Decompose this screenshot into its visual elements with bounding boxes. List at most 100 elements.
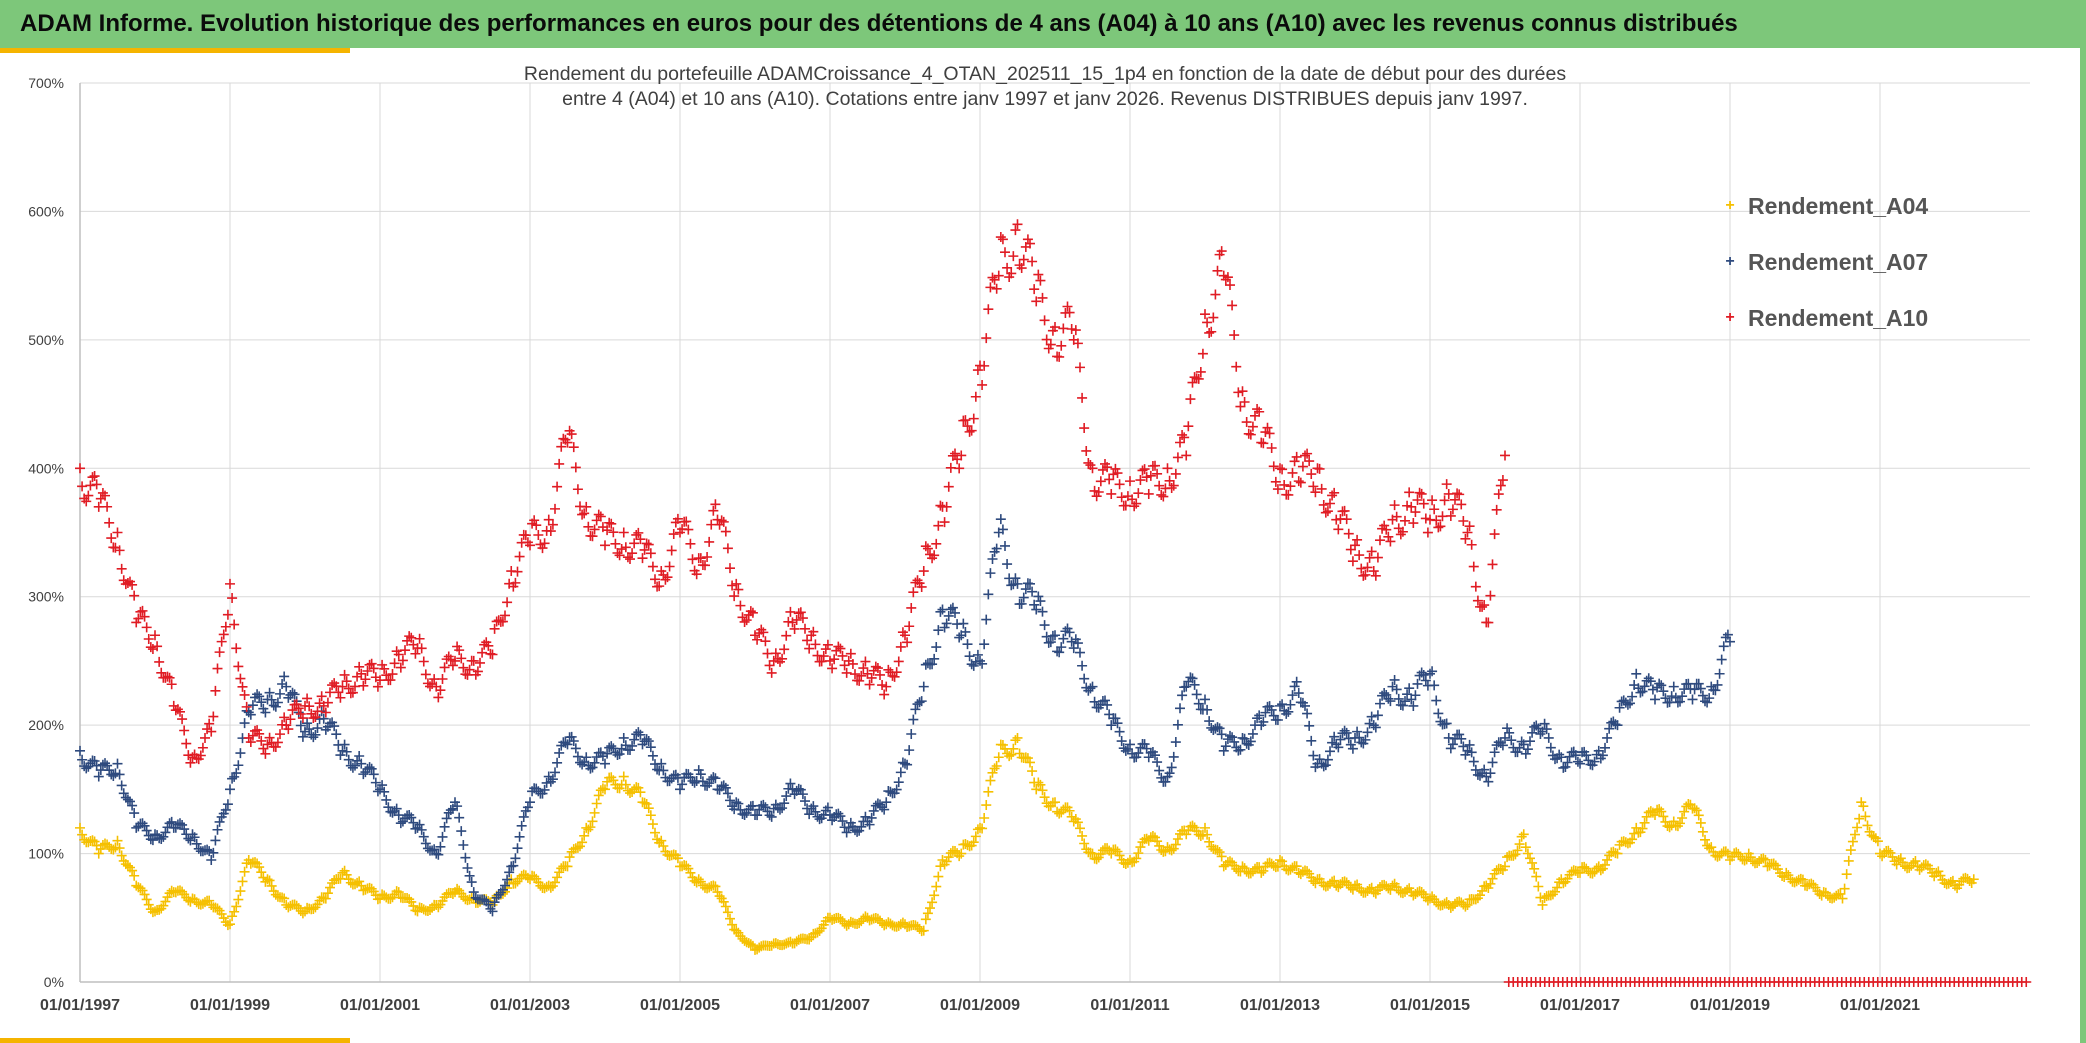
rendement-a10-point bbox=[860, 656, 871, 667]
rendement-a07-point bbox=[175, 818, 185, 829]
rendement-a04-point bbox=[237, 876, 248, 887]
rendement-a07-point bbox=[243, 707, 254, 718]
rendement-a10-point bbox=[1452, 488, 1463, 499]
rendement-a10-point bbox=[1272, 484, 1283, 495]
rendement-a10-point bbox=[904, 621, 915, 632]
rendement-a10-point bbox=[1193, 373, 1204, 384]
rendement-a07-point bbox=[339, 739, 350, 750]
rendement-a10-point bbox=[235, 673, 246, 684]
rendement-a10-point bbox=[106, 533, 117, 544]
rendement-a10-point bbox=[214, 647, 225, 658]
rendement-a07-point bbox=[1360, 734, 1371, 745]
rendement-a10-point bbox=[627, 548, 638, 559]
rendement-a10-point bbox=[447, 660, 458, 671]
rendement-a07-point bbox=[570, 743, 581, 754]
legend-label-a07: Rendement_A07 bbox=[1748, 248, 1929, 275]
rendement-a07-point bbox=[1291, 676, 1302, 687]
rendement-a04-point bbox=[1677, 813, 1688, 824]
rendement-a07-point bbox=[1356, 737, 1367, 748]
rendement-a07-point bbox=[641, 734, 652, 745]
rendement-a10-point bbox=[218, 629, 229, 640]
rendement-a04-point bbox=[722, 907, 733, 918]
rendement-a10-point bbox=[500, 610, 510, 621]
rendement-a04-point bbox=[929, 890, 940, 901]
y-tick-label: 500% bbox=[28, 332, 64, 348]
rendement-a07-point bbox=[1166, 762, 1177, 773]
rendement-a10-point bbox=[970, 391, 981, 402]
rendement-a07-point bbox=[264, 687, 275, 698]
rendement-a07-point bbox=[431, 848, 442, 859]
rendement-a04-point bbox=[425, 905, 435, 916]
rendement-a07-point bbox=[929, 653, 940, 664]
rendement-a04-point bbox=[279, 893, 290, 904]
rendement-a10-point bbox=[1418, 498, 1429, 509]
rendement-a10-point bbox=[1197, 348, 1208, 359]
rendement-a07-point bbox=[1389, 674, 1400, 685]
rendement-a07-point bbox=[350, 760, 360, 771]
rendement-a04-point bbox=[1039, 792, 1050, 803]
rendement-a10-point bbox=[393, 649, 404, 660]
rendement-a07-point bbox=[1504, 727, 1515, 738]
rendement-a10-point bbox=[197, 742, 208, 753]
rendement-a04-point bbox=[329, 875, 340, 886]
rendement-a10-point bbox=[1181, 450, 1192, 461]
rendement-a10-point bbox=[864, 679, 875, 690]
rendement-a04-point bbox=[1664, 822, 1675, 833]
rendement-a10-point bbox=[1420, 513, 1431, 524]
rendement-a10-point bbox=[1237, 386, 1248, 397]
rendement-a07-point bbox=[1018, 592, 1029, 603]
rendement-a07-point bbox=[1314, 754, 1325, 765]
rendement-a07-point bbox=[1027, 586, 1038, 597]
rendement-a07-point bbox=[202, 844, 213, 855]
rendement-a10-point bbox=[731, 578, 742, 589]
rendement-a10-point bbox=[625, 554, 635, 565]
rendement-a04-point bbox=[325, 882, 335, 893]
rendement-a04-point bbox=[1891, 859, 1902, 870]
rendement-a07-point bbox=[204, 846, 215, 857]
rendement-a10-point bbox=[770, 648, 781, 659]
rendement-a07-point bbox=[1416, 667, 1427, 678]
rendement-a07-point bbox=[1550, 754, 1560, 765]
rendement-a04-point bbox=[529, 871, 540, 882]
rendement-a07-point bbox=[1606, 717, 1617, 728]
rendement-a07-point bbox=[995, 514, 1006, 525]
rendement-a04-point bbox=[1795, 873, 1806, 884]
rendement-a07-point bbox=[900, 758, 910, 769]
rendement-a07-point bbox=[941, 618, 952, 629]
rendement-a10-point bbox=[1064, 307, 1075, 318]
rendement-a07-point bbox=[289, 689, 300, 700]
rendement-a10-point bbox=[1127, 494, 1138, 505]
rendement-a04-point bbox=[854, 918, 865, 929]
rendement-a04-point bbox=[1291, 861, 1302, 872]
rendement-a07-point bbox=[1425, 668, 1435, 679]
rendement-a07-point bbox=[722, 788, 733, 799]
rendement-a04-point bbox=[1641, 811, 1652, 822]
rendement-a04-point bbox=[1481, 880, 1492, 891]
rendement-a07-point bbox=[870, 800, 881, 811]
rendement-a10-point bbox=[316, 691, 327, 702]
rendement-a07-point bbox=[1354, 732, 1365, 743]
projection-marker bbox=[2021, 977, 2032, 987]
rendement-a10-point bbox=[1447, 504, 1458, 515]
rendement-a04-point bbox=[1700, 834, 1710, 845]
rendement-a07-point bbox=[279, 671, 290, 682]
rendement-a07-point bbox=[791, 785, 802, 796]
rendement-a10-point bbox=[1187, 377, 1198, 388]
rendement-a10-point bbox=[418, 656, 429, 667]
rendement-a04-point bbox=[933, 871, 944, 882]
rendement-a07-point bbox=[629, 734, 640, 745]
rendement-a04-point bbox=[1091, 854, 1102, 865]
rendement-a04-point bbox=[1485, 878, 1496, 889]
rendement-a07-point bbox=[804, 809, 815, 820]
rendement-a07-point bbox=[375, 784, 385, 795]
rendement-a10-point bbox=[1027, 256, 1038, 267]
rendement-a10-point bbox=[972, 365, 983, 376]
rendement-a04-point bbox=[718, 896, 729, 907]
rendement-a10-point bbox=[943, 481, 954, 492]
rendement-a10-point bbox=[1102, 462, 1113, 473]
rendement-a07-point bbox=[1102, 699, 1113, 710]
rendement-a10-point bbox=[483, 640, 494, 651]
rendement-a10-point bbox=[1325, 498, 1335, 509]
rendement-a10-point bbox=[1079, 423, 1090, 434]
rendement-a10-point bbox=[850, 669, 860, 680]
